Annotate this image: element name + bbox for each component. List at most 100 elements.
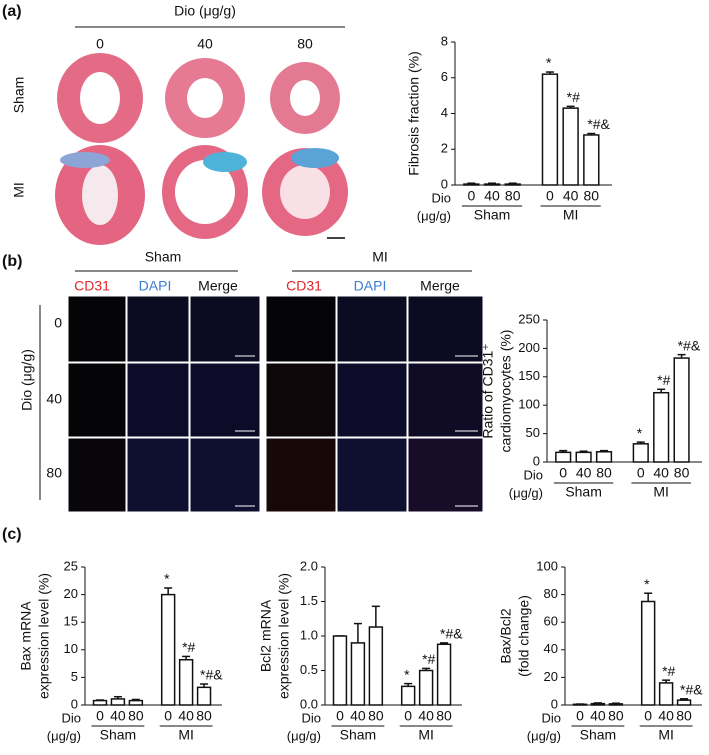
annotation: *: [644, 576, 650, 592]
bar: [658, 682, 674, 706]
group-label: MI: [653, 484, 669, 500]
x-tick-label: 40: [653, 465, 669, 481]
x-tick-label: 0: [164, 708, 172, 724]
x-axis-label: Dio: [431, 190, 451, 205]
x-axis-label: (μg/g): [527, 728, 561, 743]
x-tick-label: 0: [404, 708, 412, 724]
x-tick-label: 80: [368, 708, 384, 724]
annotation: *: [404, 666, 410, 682]
annotation: *#&: [200, 667, 223, 683]
x-tick-label: 40: [576, 465, 592, 481]
y-tick-label: 0.5: [300, 662, 318, 677]
x-tick-label: 80: [128, 708, 144, 724]
channel: Merge: [420, 278, 460, 294]
bar: [400, 685, 416, 706]
x-axis-label: (μg/g): [509, 485, 543, 500]
annotation: *#: [657, 372, 670, 388]
y-tick-label: 15: [64, 614, 78, 629]
y-tick-label: 100: [536, 558, 558, 573]
x-axis-label: (μg/g): [287, 728, 321, 743]
y-tick-label: 4: [441, 105, 448, 120]
bar: [640, 600, 656, 706]
y-tick-label: 5: [71, 669, 78, 684]
y-tick-label: 1.0: [300, 627, 318, 642]
y-tick-label: 0.0: [300, 696, 318, 711]
dose: 80: [297, 36, 313, 52]
channel: CD31: [74, 278, 110, 294]
dose-title: Dio (μg/g): [174, 3, 236, 19]
x-tick-label: 80: [676, 708, 692, 724]
bar: [92, 699, 108, 706]
group-title: MI: [372, 249, 388, 265]
bar: [572, 703, 588, 706]
x-tick-label: 80: [505, 188, 521, 204]
x-tick-label: 0: [644, 708, 652, 724]
bar: [595, 451, 613, 463]
x-tick-label: 40: [563, 188, 579, 204]
row-label: Sham: [11, 77, 27, 114]
bar: [653, 391, 670, 463]
dose-title: Dio (μg/g): [19, 349, 35, 411]
y-tick-label: 0: [533, 453, 540, 468]
y-axis-label: Bax mRNA: [18, 601, 34, 671]
y-tick-label: 60: [544, 614, 558, 629]
x-axis-label: (μg/g): [47, 728, 81, 743]
x-tick-label: 40: [590, 708, 606, 724]
group-label: MI: [563, 207, 579, 223]
bar: [110, 698, 126, 706]
group-label: Sham: [565, 484, 602, 500]
row-label: MI: [11, 182, 27, 198]
bar: [368, 626, 384, 706]
panel-label: (b): [2, 253, 22, 270]
bar: [463, 183, 480, 186]
x-tick-label: 40: [658, 708, 674, 724]
y-tick-label: 2.0: [300, 558, 318, 573]
x-tick-label: 0: [559, 465, 567, 481]
y-tick-label: 1.5: [300, 593, 318, 608]
annotation: *#&: [678, 337, 701, 353]
group-label: MI: [418, 727, 434, 743]
bar: [196, 686, 212, 706]
x-tick-label: 80: [596, 465, 612, 481]
bar: [332, 635, 348, 706]
y-tick-label: 0: [71, 696, 78, 711]
annotation: *#&: [587, 116, 610, 132]
channel: DAPI: [354, 278, 387, 294]
x-tick-label: 80: [584, 188, 600, 204]
fluorescence: [67, 295, 484, 513]
x-axis-label: Dio: [61, 710, 81, 725]
y-axis-label: (fold change): [516, 595, 532, 677]
annotation: *: [546, 55, 552, 71]
annotation: *#&: [440, 626, 463, 642]
y-tick-label: 0: [441, 176, 448, 191]
bar: [673, 357, 690, 463]
channel: CD31: [286, 278, 322, 294]
dose: 0: [96, 36, 104, 52]
group-label: Sham: [100, 727, 137, 743]
panel-label: (a): [2, 3, 22, 20]
x-tick-label: 40: [178, 708, 194, 724]
bar: [541, 73, 559, 186]
annotation: *#&: [680, 681, 703, 697]
y-tick-label: 50: [526, 425, 540, 440]
x-tick-label: 40: [484, 188, 500, 204]
bar: [160, 593, 176, 706]
y-tick-label: 20: [64, 586, 78, 601]
y-axis-label: Fibrosis fraction (%): [406, 51, 422, 175]
bar: [418, 669, 434, 706]
x-tick-label: 0: [467, 188, 475, 204]
annotation: *#: [182, 639, 195, 655]
x-axis-label: Dio: [301, 710, 321, 725]
y-axis-label: Bax/Bcl2: [498, 608, 514, 663]
bar: [350, 642, 366, 706]
bar: [632, 443, 649, 463]
annotation: *#: [567, 89, 580, 105]
y-tick-label: 8: [441, 33, 448, 48]
y-axis-label: Ratio of CD31⁺: [480, 343, 496, 438]
channel: DAPI: [139, 278, 172, 294]
y-tick-label: 25: [64, 558, 78, 573]
annotation: *#: [422, 651, 435, 667]
y-tick-label: 10: [64, 641, 78, 656]
bar: [676, 699, 692, 706]
